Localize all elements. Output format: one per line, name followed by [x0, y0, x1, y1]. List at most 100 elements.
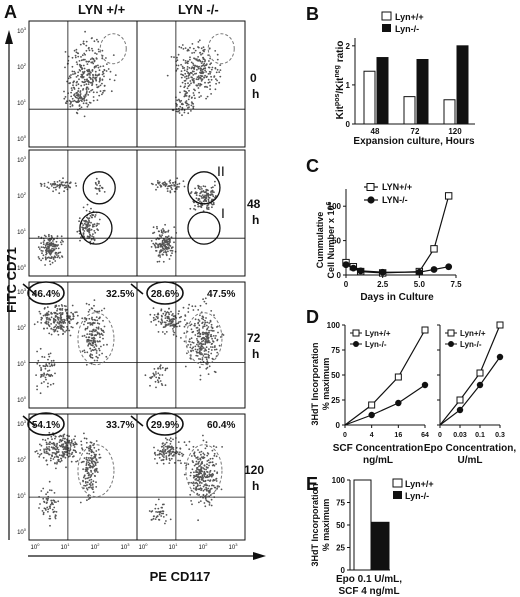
- flow-event: [169, 325, 172, 327]
- flow-event: [184, 462, 186, 464]
- panel-b-chart: Lyn+/+ Lyn-/- Expansion culture, Hours K…: [334, 11, 475, 147]
- flow-event: [162, 448, 164, 451]
- y-tick-power: 0: [24, 527, 27, 532]
- panel-letter-e: E: [306, 474, 318, 494]
- flow-event: [65, 186, 67, 189]
- flow-event: [187, 112, 190, 115]
- flow-event: [97, 74, 100, 76]
- flow-event: [98, 69, 101, 72]
- flow-event: [100, 328, 102, 330]
- flow-event: [206, 366, 209, 369]
- flow-event: [171, 447, 174, 449]
- flow-event: [184, 85, 186, 88]
- gate-pointer: [130, 415, 144, 427]
- d-right-point-ko: [496, 353, 504, 361]
- flow-event: [85, 224, 88, 227]
- flow-event: [188, 338, 191, 340]
- flow-event: [159, 244, 162, 247]
- flow-event: [202, 316, 205, 319]
- b-legend-wt: Lyn+/+: [395, 12, 424, 22]
- flow-event: [86, 339, 89, 341]
- flow-event: [216, 338, 219, 341]
- flow-event: [48, 369, 51, 372]
- flow-event: [34, 450, 37, 453]
- flow-event: [206, 360, 209, 363]
- flow-event: [185, 100, 188, 102]
- flow-event: [49, 507, 51, 510]
- flow-event: [98, 80, 101, 83]
- flow-event: [156, 227, 159, 230]
- flow-event: [183, 340, 186, 343]
- flow-event: [208, 480, 211, 482]
- d-right-x-tick-label: 0.03: [453, 432, 467, 439]
- flow-event: [198, 39, 201, 42]
- flow-event: [200, 62, 203, 64]
- flow-event: [167, 229, 170, 232]
- flow-event: [158, 181, 160, 184]
- flow-event: [82, 40, 85, 43]
- flow-event: [192, 346, 195, 349]
- flow-event: [188, 340, 191, 343]
- flow-event: [85, 60, 88, 63]
- flow-event: [42, 241, 45, 244]
- flow-event: [68, 329, 71, 332]
- flow-event: [190, 328, 193, 331]
- flow-event: [93, 299, 96, 301]
- flow-event: [48, 446, 50, 448]
- flow-event: [159, 321, 162, 324]
- flow-event: [70, 91, 72, 94]
- flow-event: [85, 446, 88, 449]
- flow-event: [211, 473, 214, 475]
- flow-event: [208, 329, 211, 332]
- flow-event: [211, 337, 214, 340]
- flow-event: [167, 240, 170, 243]
- flow-event: [95, 83, 98, 86]
- flow-event: [45, 235, 47, 238]
- flow-event: [197, 332, 200, 334]
- flow-event: [184, 60, 187, 62]
- flow-event: [78, 220, 80, 223]
- flow-event: [157, 312, 160, 315]
- pct-ko-120-left: 29.9%: [151, 420, 179, 431]
- flow-event: [43, 185, 46, 187]
- flow-event: [200, 83, 203, 86]
- flow-event: [192, 349, 195, 352]
- b-legend-wt-swatch: [381, 11, 392, 21]
- flow-event: [72, 73, 74, 75]
- flow-event: [160, 322, 163, 325]
- flow-event: [207, 198, 210, 201]
- flow-event: [80, 96, 83, 99]
- flow-event: [86, 69, 88, 72]
- flow-event: [198, 91, 201, 94]
- flow-event: [164, 310, 166, 313]
- flow-event: [87, 228, 89, 231]
- flow-event: [202, 327, 204, 329]
- flow-event: [183, 69, 186, 72]
- flow-event: [71, 97, 74, 100]
- gate-dashed: [77, 312, 115, 366]
- b-bar-wt: [443, 99, 456, 125]
- flow-event: [163, 181, 166, 184]
- flow-event: [68, 99, 71, 102]
- flow-event: [38, 455, 41, 458]
- flow-event: [200, 190, 203, 193]
- flow-event: [95, 57, 98, 59]
- flow-event: [56, 235, 59, 238]
- e-legend-wt-swatch: [392, 478, 403, 488]
- flow-event: [88, 333, 91, 335]
- flow-event: [71, 104, 74, 106]
- flow-event: [157, 244, 160, 247]
- flow-event: [56, 313, 59, 315]
- time-labels: 0 h 48 h 72 h 120 h: [244, 71, 264, 493]
- flow-event: [45, 253, 47, 256]
- flow-event: [46, 463, 49, 466]
- flow-event: [53, 330, 56, 333]
- flow-event: [46, 365, 49, 367]
- flow-event: [216, 58, 219, 61]
- flow-event: [80, 75, 82, 78]
- flow-event: [205, 71, 208, 73]
- y-tick-power: 3: [24, 155, 27, 160]
- flow-event: [48, 233, 50, 236]
- flow-event: [208, 464, 210, 467]
- flow-event: [49, 253, 52, 256]
